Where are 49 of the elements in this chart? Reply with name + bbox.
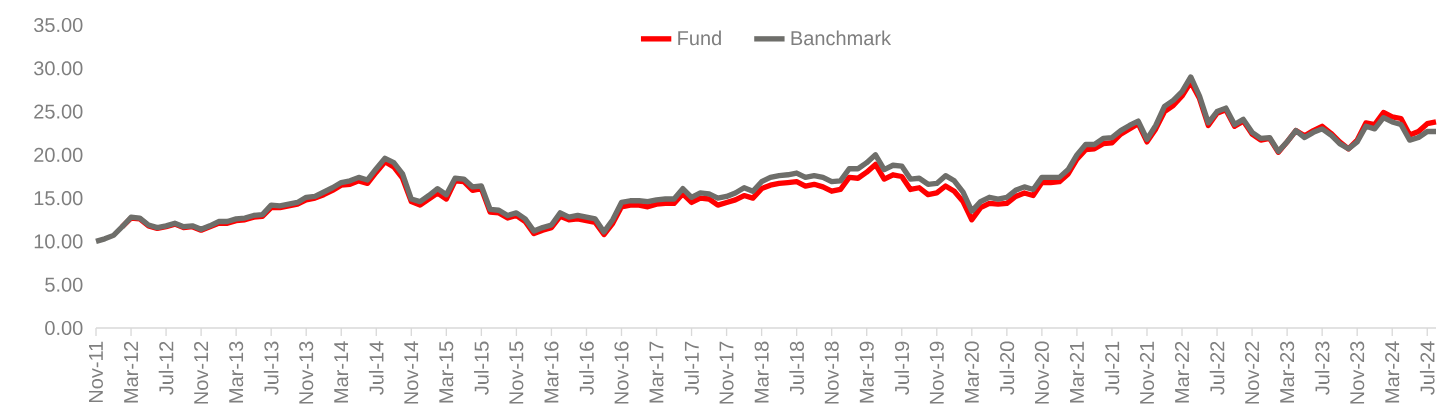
y-tick-label: 30.00	[34, 61, 83, 76]
x-tick-label: Mar-16	[544, 341, 559, 403]
y-tick-label: 25.00	[34, 104, 83, 119]
x-tick-label: Jul-13	[263, 341, 279, 395]
x-tick-label: Mar-22	[1174, 341, 1190, 403]
legend-label: Banchmark	[791, 30, 892, 46]
x-tick-label: Mar-20	[964, 341, 979, 403]
x-tick-label: Nov-20	[1034, 341, 1049, 404]
x-tick-label: Nov-12	[194, 341, 209, 404]
x-tick-label: Mar-14	[334, 341, 349, 403]
x-tick-label: Jul-14	[368, 341, 384, 395]
x-tick-label: Jul-23	[1314, 341, 1330, 395]
x-tick-label: Jul-12	[158, 341, 174, 395]
y-tick-label: 0.00	[45, 320, 83, 336]
y-tick-label: 5.00	[45, 277, 83, 292]
x-tick-label: Nov-19	[929, 341, 944, 404]
x-tick-label: Jul-20	[999, 341, 1015, 395]
x-tick-label: Nov-21	[1139, 341, 1155, 404]
x-tick-label: Mar-17	[649, 341, 664, 403]
y-tick-label: 10.00	[34, 234, 83, 249]
x-tick-label: Jul-18	[789, 341, 804, 395]
x-tick-label: Nov-18	[824, 341, 839, 404]
x-tick-label: Mar-24	[1385, 341, 1400, 403]
x-tick-label: Nov-14	[404, 341, 419, 404]
x-tick-label: Nov-11	[89, 341, 103, 403]
x-tick-label: Mar-18	[754, 341, 769, 403]
x-tick-label: Jul-16	[579, 341, 594, 395]
legend-label: Fund	[678, 30, 721, 46]
x-tick-label: Nov-17	[719, 341, 734, 404]
x-tick-label: Jul-15	[474, 341, 489, 395]
x-tick-label: Nov-23	[1350, 341, 1365, 404]
y-tick-label: 15.00	[34, 191, 83, 206]
x-tick-label: Mar-19	[859, 341, 874, 403]
x-tick-label: Mar-21	[1069, 341, 1084, 403]
x-tick-label: Mar-15	[439, 341, 454, 403]
x-tick-label: Mar-23	[1280, 341, 1295, 403]
x-tick-label: Mar-12	[123, 341, 139, 403]
x-tick-label: Nov-16	[614, 341, 629, 404]
y-tick-label: 35.00	[34, 17, 83, 33]
x-tick-label: Nov-15	[509, 341, 524, 404]
x-tick-label: Jul-22	[1209, 341, 1225, 395]
x-tick-label: Jul-24	[1419, 341, 1435, 395]
y-tick-label: 20.00	[34, 147, 83, 162]
x-tick-label: Nov-22	[1245, 341, 1260, 404]
x-tick-label: Jul-19	[894, 341, 910, 395]
x-tick-label: Jul-17	[684, 341, 699, 395]
x-tick-label: Mar-13	[229, 341, 244, 403]
x-tick-label: Nov-13	[299, 341, 314, 404]
x-tick-label: Jul-21	[1104, 341, 1120, 395]
